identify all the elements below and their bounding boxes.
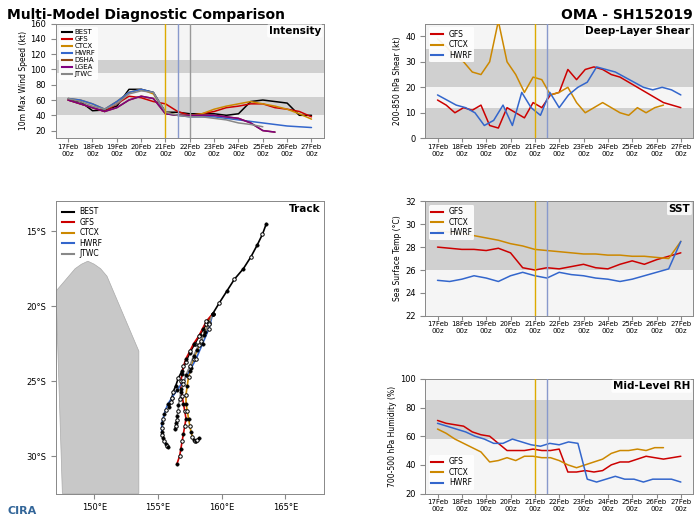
- Bar: [56, 59, 323, 72]
- Bar: [426, 108, 693, 138]
- Y-axis label: 200-850 hPa Shear (kt): 200-850 hPa Shear (kt): [393, 37, 402, 125]
- Text: Track: Track: [289, 204, 321, 214]
- Text: SST: SST: [668, 204, 690, 214]
- Legend: GFS, CTCX, HWRF: GFS, CTCX, HWRF: [429, 27, 475, 62]
- Y-axis label: 700-500 hPa Humidity (%): 700-500 hPa Humidity (%): [388, 386, 397, 487]
- Polygon shape: [56, 261, 139, 494]
- Bar: [56, 97, 323, 116]
- Text: CIRA: CIRA: [7, 507, 36, 517]
- Text: OMA - SH152019: OMA - SH152019: [561, 8, 693, 22]
- Text: Deep-Layer Shear: Deep-Layer Shear: [585, 26, 690, 36]
- Legend: BEST, GFS, CTCX, HWRF, DSHA, LGEA, JTWC: BEST, GFS, CTCX, HWRF, DSHA, LGEA, JTWC: [60, 27, 98, 79]
- Y-axis label: 10m Max Wind Speed (kt): 10m Max Wind Speed (kt): [19, 32, 27, 131]
- Legend: BEST, GFS, CTCX, HWRF, JTWC: BEST, GFS, CTCX, HWRF, JTWC: [60, 205, 105, 261]
- Text: Intensity: Intensity: [269, 26, 321, 36]
- Legend: GFS, CTCX, HWRF: GFS, CTCX, HWRF: [429, 205, 475, 240]
- Bar: [426, 401, 693, 439]
- Text: Mid-Level RH: Mid-Level RH: [613, 381, 690, 391]
- Legend: GFS, CTCX, HWRF: GFS, CTCX, HWRF: [429, 455, 475, 490]
- Y-axis label: Sea Surface Temp (°C): Sea Surface Temp (°C): [393, 216, 402, 301]
- Bar: [426, 201, 693, 270]
- Text: Multi-Model Diagnostic Comparison: Multi-Model Diagnostic Comparison: [7, 8, 285, 22]
- Bar: [426, 49, 693, 87]
